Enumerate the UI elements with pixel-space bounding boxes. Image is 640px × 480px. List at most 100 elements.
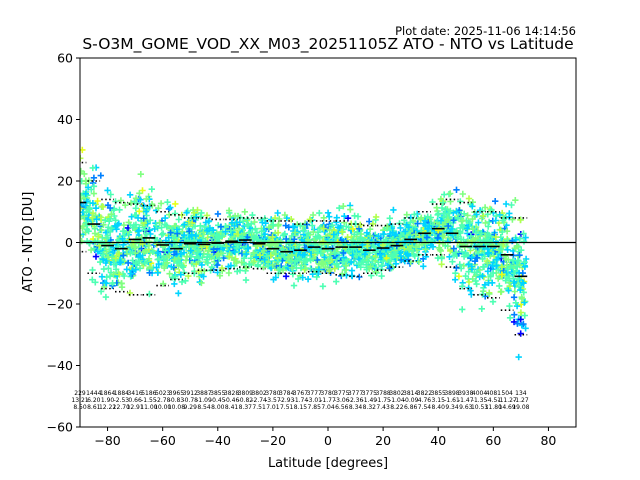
scatter-point <box>163 222 170 229</box>
scatter-point <box>396 234 403 241</box>
scatter-point <box>459 306 466 313</box>
scatter-point <box>82 190 89 197</box>
bin-stat-label: 3802 <box>251 390 266 397</box>
scatter-point <box>132 195 140 202</box>
scatter-point <box>504 246 511 253</box>
bin-stat-label: -1.09 <box>196 397 212 404</box>
bin-stat-label: 5186 <box>141 390 156 397</box>
scatter-point <box>80 232 84 239</box>
scatter-point <box>290 282 298 289</box>
scatter-point <box>472 234 479 242</box>
scatter-point <box>395 238 402 245</box>
scatter-point <box>92 253 100 260</box>
scatter-point <box>105 254 112 261</box>
scatter-point <box>516 252 523 259</box>
scatter-point <box>434 234 441 242</box>
scatter-point <box>201 223 208 231</box>
scatter-point <box>216 272 224 279</box>
scatter-point <box>414 220 421 227</box>
scatter-point <box>375 233 382 240</box>
scatter-point <box>516 235 523 242</box>
scatter-point <box>265 224 273 231</box>
scatter-point <box>141 226 148 234</box>
scatter-point <box>177 250 185 258</box>
scatter-point <box>80 195 85 202</box>
bin-stat-label: 9.34 <box>445 404 459 411</box>
scatter-point <box>415 258 422 265</box>
scatter-point <box>132 244 139 251</box>
scatter-point <box>466 219 474 227</box>
scatter-point <box>208 263 216 271</box>
scatter-point <box>213 234 220 242</box>
scatter-point <box>421 217 429 224</box>
scatter-point <box>106 273 114 280</box>
bin-stat-label: 11.00 <box>140 404 157 411</box>
scatter-point <box>497 245 504 253</box>
bin-stat-label: 7.51 <box>252 404 266 411</box>
scatter-point <box>267 252 274 259</box>
scatter-point <box>92 205 100 212</box>
scatter-point <box>453 208 460 215</box>
scatter-point <box>276 215 283 223</box>
scatter-point <box>485 249 493 256</box>
scatter-point <box>455 233 462 240</box>
scatter-point <box>95 233 102 240</box>
scatter-point <box>402 228 409 235</box>
scatter-point <box>178 211 185 219</box>
scatter-point <box>258 228 265 235</box>
scatter-point <box>464 212 471 219</box>
scatter-point <box>450 217 457 224</box>
scatter-point <box>270 221 277 228</box>
scatter-point <box>390 206 397 214</box>
scatter-point <box>361 251 369 258</box>
scatter-point <box>459 283 466 290</box>
bin-stat-label: 3887 <box>196 390 211 397</box>
scatter-point <box>394 254 401 261</box>
scatter-point <box>331 265 338 272</box>
scatter-point <box>233 244 240 252</box>
bin-stat-label: -2.93 <box>279 397 295 404</box>
scatter-point <box>372 254 379 261</box>
scatter-point <box>153 222 160 229</box>
scatter-point <box>253 254 260 261</box>
scatter-point <box>210 227 217 234</box>
bin-stat-label: 504 <box>501 390 513 397</box>
scatter-point <box>464 225 471 232</box>
scatter-point <box>333 260 340 267</box>
scatter-point <box>312 233 319 240</box>
scatter-point <box>143 195 150 203</box>
scatter-point <box>434 254 442 262</box>
scatter-point <box>473 280 480 288</box>
scatter-point <box>299 274 306 281</box>
scatter-point <box>452 276 459 283</box>
scatter-point <box>250 249 257 257</box>
y-tick-label: −60 <box>47 420 73 435</box>
bin-stat-label: -1.55 <box>141 397 157 404</box>
scatter-point <box>384 261 392 269</box>
scatter-point <box>158 231 165 238</box>
scatter-point <box>404 250 412 258</box>
scatter-point <box>97 288 105 295</box>
scatter-point <box>83 208 90 216</box>
scatter-point <box>322 263 329 271</box>
scatter-point <box>448 225 456 233</box>
scatter-point <box>356 225 363 232</box>
y-axis-label: ATO - NTO [DU] <box>21 192 36 293</box>
scatter-point <box>146 269 153 276</box>
scatter-point <box>289 271 297 278</box>
scatter-point <box>347 258 355 266</box>
scatter-point <box>82 202 89 209</box>
bin-stat-label: 14.69 <box>499 404 516 411</box>
scatter-point <box>515 283 523 290</box>
scatter-point <box>288 264 296 271</box>
scatter-point <box>422 246 429 253</box>
bin-stat-label: 8.41 <box>225 404 239 411</box>
scatter-point <box>366 226 374 233</box>
scatter-point <box>117 197 125 204</box>
bin-stat-label: 4081 <box>486 390 501 397</box>
scatter-point <box>438 204 446 212</box>
bin-stat-label: -1.49 <box>362 397 378 404</box>
scatter-point <box>329 222 336 229</box>
scatter-point <box>102 217 109 224</box>
bin-stat-label: 3775 <box>334 390 349 397</box>
